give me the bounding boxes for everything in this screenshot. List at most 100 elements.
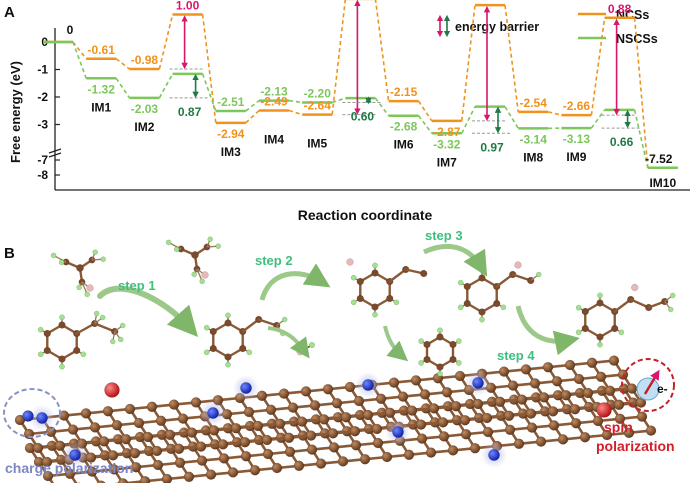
- hydrogen-atom: [456, 360, 461, 365]
- carbon-atom: [411, 375, 421, 385]
- carbon-atom: [495, 397, 505, 407]
- carbon-atom: [239, 345, 246, 352]
- ncs-connector: [73, 42, 86, 59]
- hydrogen-atom: [93, 250, 98, 255]
- carbon-atom: [424, 341, 431, 348]
- y-tick-label: -3: [37, 118, 48, 132]
- state-name-label: IM6: [394, 138, 414, 152]
- carbon-atom: [360, 454, 370, 464]
- carbon-atom: [143, 432, 153, 442]
- carbon-atom: [479, 309, 486, 316]
- nscs-barrier-value: 0.66: [610, 135, 634, 149]
- carbon-atom: [228, 467, 238, 477]
- carbon-atom: [345, 382, 355, 392]
- carbon-atom: [285, 447, 295, 457]
- hydrogen-atom: [166, 240, 171, 245]
- nitrogen-atom: [69, 449, 80, 460]
- ncs-connector: [159, 15, 172, 69]
- step3b-arrow: [385, 326, 402, 356]
- oxygen-atom: [597, 403, 612, 418]
- spin-label-line1: spin: [604, 419, 633, 435]
- carbon-atom: [583, 388, 593, 398]
- spin-label-line2: polarization: [596, 438, 675, 454]
- state-name-label: IM1: [91, 100, 111, 114]
- nscs-connector: [591, 110, 604, 128]
- carbon-atom: [426, 448, 436, 458]
- hydrogen-atom: [597, 342, 602, 347]
- carbon-atom: [338, 456, 348, 466]
- ncs-value-label: -0.98: [131, 53, 159, 67]
- carbon-atom: [504, 411, 514, 421]
- hydrogen-atom: [282, 317, 287, 322]
- carbon-atom: [574, 374, 584, 384]
- carbon-atom: [175, 458, 185, 468]
- hydrogen-atom: [536, 272, 541, 277]
- nscs-connector: [73, 42, 86, 78]
- oxygen-atom: [105, 383, 120, 398]
- carbon-atom: [99, 436, 109, 446]
- hydrogen-atom: [247, 350, 252, 355]
- hydrogen-atom: [458, 280, 463, 285]
- carbon-atom: [178, 414, 188, 424]
- ncs-value-label: -0.61: [88, 43, 116, 57]
- hydrogen-atom: [174, 247, 179, 252]
- hydrogen-atom: [668, 307, 673, 312]
- carbon-atom: [499, 367, 509, 377]
- nscs-value-label: -3.13: [563, 132, 591, 146]
- carbon-atom: [329, 442, 339, 452]
- ncs-connector: [375, 0, 388, 101]
- y-tick-label: -1: [37, 63, 48, 77]
- carbon-atom: [416, 420, 426, 430]
- hydrogen-atom: [59, 260, 64, 265]
- carbon-atom: [332, 398, 342, 408]
- nitrogen-atom: [392, 426, 403, 437]
- carbon-atom: [448, 445, 458, 455]
- hydrogen-radical: [515, 262, 522, 269]
- carbon-atom: [570, 404, 580, 414]
- carbon-atom: [184, 472, 194, 482]
- ncs-value-label: 1.34: [478, 0, 502, 3]
- nscs-connector: [375, 98, 388, 116]
- hydrogen-atom: [394, 300, 399, 305]
- hydrogen-atom: [204, 350, 209, 355]
- carbon-atom: [218, 439, 228, 449]
- nitrogen-atom: [23, 411, 34, 422]
- carbon-atom: [152, 446, 162, 456]
- carbon-atom: [316, 459, 326, 469]
- carbon-atom: [385, 408, 395, 418]
- carbon-atom: [417, 434, 427, 444]
- carbon-atom: [609, 356, 619, 366]
- legend-barrier-label: energy barrier: [455, 20, 539, 34]
- molecules: [38, 237, 675, 377]
- hydrogen-atom: [309, 342, 315, 348]
- nitrogen-atom: [36, 412, 47, 423]
- hydrogen-radical: [347, 259, 354, 266]
- carbon-atom: [206, 470, 216, 480]
- hydrogen-atom: [501, 305, 506, 310]
- carbon-atom: [505, 425, 515, 435]
- carbon-atom: [196, 442, 206, 452]
- hydrogen-atom: [120, 323, 125, 328]
- carbon-atom: [473, 399, 483, 409]
- hydrogen-atom: [77, 285, 82, 290]
- carbon-atom: [68, 425, 78, 435]
- y-axis-label: Free energy (eV): [8, 61, 23, 163]
- carbon-atom: [351, 440, 361, 450]
- carbon-atom: [438, 417, 448, 427]
- step3-label: step 3: [425, 228, 463, 243]
- ncs-value-label: 1.00: [176, 0, 200, 13]
- carbon-atom: [582, 325, 589, 332]
- carbon-atom: [191, 397, 201, 407]
- carbon-atom: [262, 435, 272, 445]
- hydrogen-atom: [479, 317, 484, 322]
- x-axis-label: Reaction coordinate: [298, 207, 433, 223]
- state-name-label: IM7: [437, 155, 457, 169]
- carbon-atom: [44, 347, 51, 354]
- carbon-atom: [470, 443, 480, 453]
- nscs-connector: [159, 74, 172, 98]
- carbon-atom: [225, 320, 232, 327]
- state-name-label: IM10: [649, 176, 676, 190]
- carbon-atom: [420, 270, 427, 277]
- state-name-label: IM9: [566, 150, 586, 164]
